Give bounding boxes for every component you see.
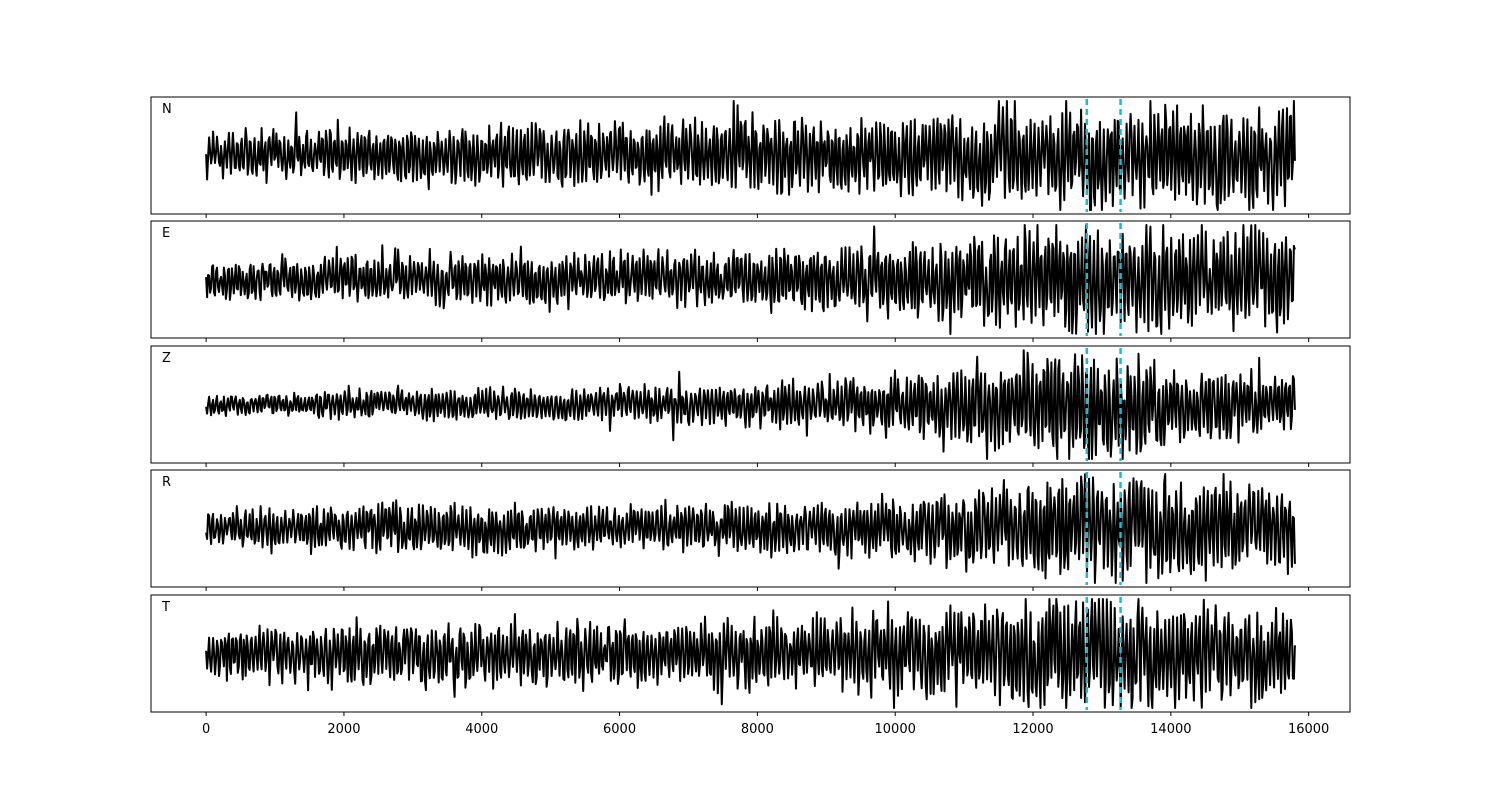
x-tick-label: 14000 <box>1150 722 1191 737</box>
trace-panel-n: N <box>150 96 1351 218</box>
x-tick-label: 10000 <box>875 722 916 737</box>
panel-frame <box>150 220 1351 339</box>
x-tick-label: 12000 <box>1012 722 1053 737</box>
panel-frame <box>150 345 1351 464</box>
x-tick-label: 6000 <box>603 722 636 737</box>
x-tick-label: 2000 <box>327 722 360 737</box>
channel-label: R <box>162 475 171 490</box>
panel-frame <box>150 96 1351 215</box>
trace-panel-z: Z <box>150 345 1351 467</box>
trace-panel-e: E <box>150 220 1351 342</box>
channel-label: Z <box>162 351 171 366</box>
x-tick-label: 16000 <box>1288 722 1329 737</box>
waveform-line-n <box>205 100 1296 211</box>
panel-frame <box>150 469 1351 588</box>
waveform-line-e <box>205 224 1296 335</box>
waveform-line-t <box>205 598 1296 709</box>
channel-label: T <box>161 600 170 615</box>
x-tick-label: 8000 <box>741 722 774 737</box>
x-tick-label: 4000 <box>465 722 498 737</box>
trace-panel-r: R <box>150 469 1351 591</box>
channel-label: N <box>162 102 172 117</box>
channel-label: E <box>162 226 170 241</box>
waveform-line-z <box>205 349 1296 460</box>
panel-frame <box>150 594 1351 713</box>
waveform-line-r <box>205 473 1296 584</box>
x-tick-label: 0 <box>202 722 210 737</box>
trace-panel-t: T <box>150 594 1351 716</box>
